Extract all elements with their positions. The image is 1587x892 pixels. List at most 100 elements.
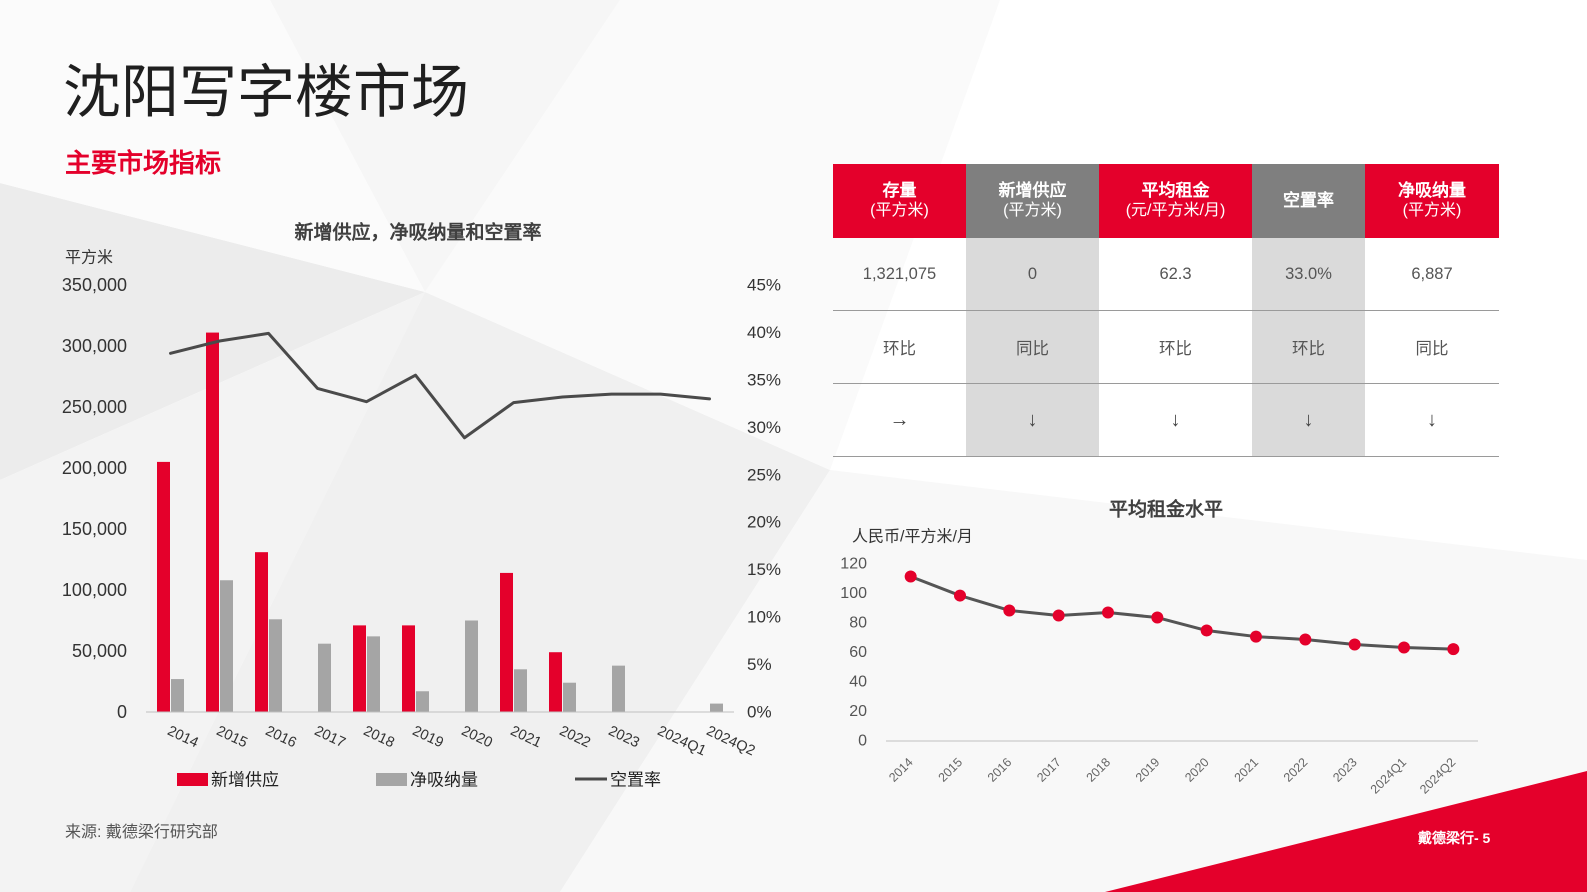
y-axis-unit-label: 人民币/平方米/月 — [852, 528, 973, 546]
legend-swatch-new-supply — [177, 773, 208, 786]
comparison-net-absorption: 同比 — [1365, 311, 1499, 384]
y-axis-tick-label: 80 — [849, 615, 867, 632]
comparison-stock: 环比 — [833, 311, 966, 384]
background-facet — [0, 183, 425, 480]
right-axis-tick-label: 10% — [747, 608, 781, 627]
x-axis-tick-label: 2021 — [1232, 755, 1262, 785]
chart-plot-area: 0 20 40 60 80 100 120 2014 2015 2016 2017 2018 2019 2… — [840, 556, 1478, 797]
y-axis-tick-label: 0 — [858, 733, 867, 750]
new-supply-bar — [206, 332, 219, 712]
net-absorption-bar — [612, 665, 625, 712]
average-rent-point — [1151, 611, 1164, 624]
average-rent-point — [1398, 641, 1410, 654]
table-row-values: 1,321,075 0 62.3 33.0% 6,887 — [833, 238, 1499, 311]
net-absorption-bar — [563, 682, 576, 712]
left-axis-unit-label: 平方米 — [65, 249, 113, 267]
header-unit: (平方米) — [1402, 202, 1462, 219]
x-axis-tick-label: 2022 — [557, 723, 593, 751]
right-axis-tick-label: 25% — [747, 465, 781, 484]
right-axis-tick-label: 0% — [747, 703, 772, 722]
net-absorption-bar — [416, 691, 429, 712]
right-axis-tick-label: 45% — [747, 276, 781, 295]
page-footer: 戴德梁行- 5 — [1418, 830, 1491, 846]
value-stock: 1,321,075 — [833, 238, 966, 311]
net-absorption-bar — [171, 679, 184, 712]
y-axis-tick-label: 20 — [849, 703, 867, 720]
average-rent-point — [1250, 630, 1262, 643]
value-vacancy-rate: 33.0% — [1252, 238, 1365, 311]
chart-title: 新增供应，净吸纳量和空置率 — [294, 221, 541, 244]
background-facet — [425, 0, 1000, 470]
x-axis-tick-label: 2019 — [410, 723, 446, 751]
x-axis-tick-label: 2014 — [886, 755, 916, 785]
new-supply-bar — [402, 625, 415, 712]
table-row-trend: → ↓ ↓ ↓ ↓ — [833, 384, 1499, 457]
right-axis-tick-label: 30% — [747, 418, 781, 437]
x-axis-tick-label: 2015 — [936, 755, 966, 785]
x-axis-tick-label: 2024Q2 — [1417, 755, 1458, 796]
left-axis-tick-label: 200,000 — [62, 458, 127, 478]
value-average-rent: 62.3 — [1099, 238, 1252, 311]
x-axis-tick-label: 2024Q1 — [1368, 755, 1409, 796]
left-axis-tick-label: 350,000 — [62, 275, 127, 295]
right-axis-tick-label: 40% — [747, 323, 781, 342]
average-rent-point — [1052, 609, 1065, 622]
header-unit: (元/平方米/月) — [1125, 202, 1226, 219]
x-axis-tick-label: 2023 — [606, 723, 642, 751]
chart-legend: 新增供应 净吸纳量 空置率 — [177, 771, 661, 790]
comparison-vacancy-rate: 环比 — [1252, 311, 1365, 384]
y-axis-tick-label: 120 — [840, 556, 867, 573]
x-axis-tick-label: 2024Q2 — [704, 723, 758, 759]
header-stock: 存量 (平方米) — [833, 164, 966, 238]
chart-title: 平均租金水平 — [1109, 498, 1223, 521]
right-axis-tick-label: 20% — [747, 513, 781, 532]
average-rent-chart: 平均租金水平 人民币/平方米/月 0 20 40 60 80 100 120 2014 2015… — [840, 498, 1478, 797]
left-axis-tick-label: 150,000 — [62, 519, 127, 539]
x-axis-tick-label: 2020 — [459, 723, 495, 751]
new-supply-bar — [157, 461, 170, 712]
x-axis-tick-label: 2023 — [1330, 755, 1360, 785]
background-facet — [0, 0, 425, 292]
value-net-absorption: 6,887 — [1365, 238, 1499, 311]
average-rent-point — [1003, 604, 1016, 617]
x-axis-tick-label: 2018 — [361, 723, 397, 751]
average-rent-point — [1299, 633, 1312, 646]
trend-arrow-icon: ↓ — [1365, 384, 1499, 457]
left-axis-tick-label: 100,000 — [62, 580, 127, 600]
x-axis-tick-label: 2017 — [1034, 755, 1064, 785]
slide-title: 沈阳写字楼市场 — [63, 60, 470, 125]
y-axis-tick-label: 100 — [840, 585, 867, 602]
x-axis-tick-label: 2016 — [985, 755, 1015, 785]
header-label: 新增供应 — [998, 181, 1067, 200]
background-facet — [130, 292, 830, 892]
net-absorption-bar — [269, 619, 282, 712]
background-facet — [270, 0, 620, 292]
net-absorption-bar — [710, 703, 723, 712]
legend-label-vacancy-rate: 空置率 — [610, 771, 661, 790]
comparison-average-rent: 环比 — [1099, 311, 1252, 384]
y-axis-tick-label: 60 — [849, 644, 867, 661]
average-rent-line — [910, 575, 1454, 651]
new-supply-bar — [353, 625, 366, 712]
supply-absorption-vacancy-chart: 新增供应，净吸纳量和空置率 平方米 0 50,000 100,000 150,000 2… — [62, 221, 781, 790]
header-vacancy-rate: 空置率 — [1252, 164, 1365, 238]
net-absorption-bar — [367, 636, 380, 712]
net-absorption-bar — [318, 643, 331, 712]
x-axis-tick-label: 2016 — [263, 723, 299, 751]
left-axis-tick-label: 0 — [117, 702, 127, 722]
header-label: 净吸纳量 — [1398, 181, 1466, 200]
new-supply-bar — [549, 652, 562, 712]
new-supply-bar — [255, 552, 268, 712]
left-axis-tick-label: 250,000 — [62, 397, 127, 417]
x-axis-tick-label: 2019 — [1133, 755, 1163, 785]
left-axis-tick-label: 50,000 — [72, 641, 127, 661]
legend-swatch-net-absorption — [376, 773, 407, 786]
x-axis-tick-label: 2024Q1 — [655, 723, 709, 759]
value-new-supply: 0 — [966, 238, 1099, 311]
average-rent-point — [1200, 624, 1213, 637]
market-indicators-table: 存量 (平方米) 新增供应 (平方米) 平均租金 (元/平方米/月) 空置率 净… — [833, 164, 1499, 457]
source-note: 来源: 戴德梁行研究部 — [65, 824, 218, 841]
table-row-comparison: 环比 同比 环比 环比 同比 — [833, 311, 1499, 384]
y-axis-tick-label: 40 — [849, 674, 867, 691]
legend-label-net-absorption: 净吸纳量 — [410, 771, 478, 790]
